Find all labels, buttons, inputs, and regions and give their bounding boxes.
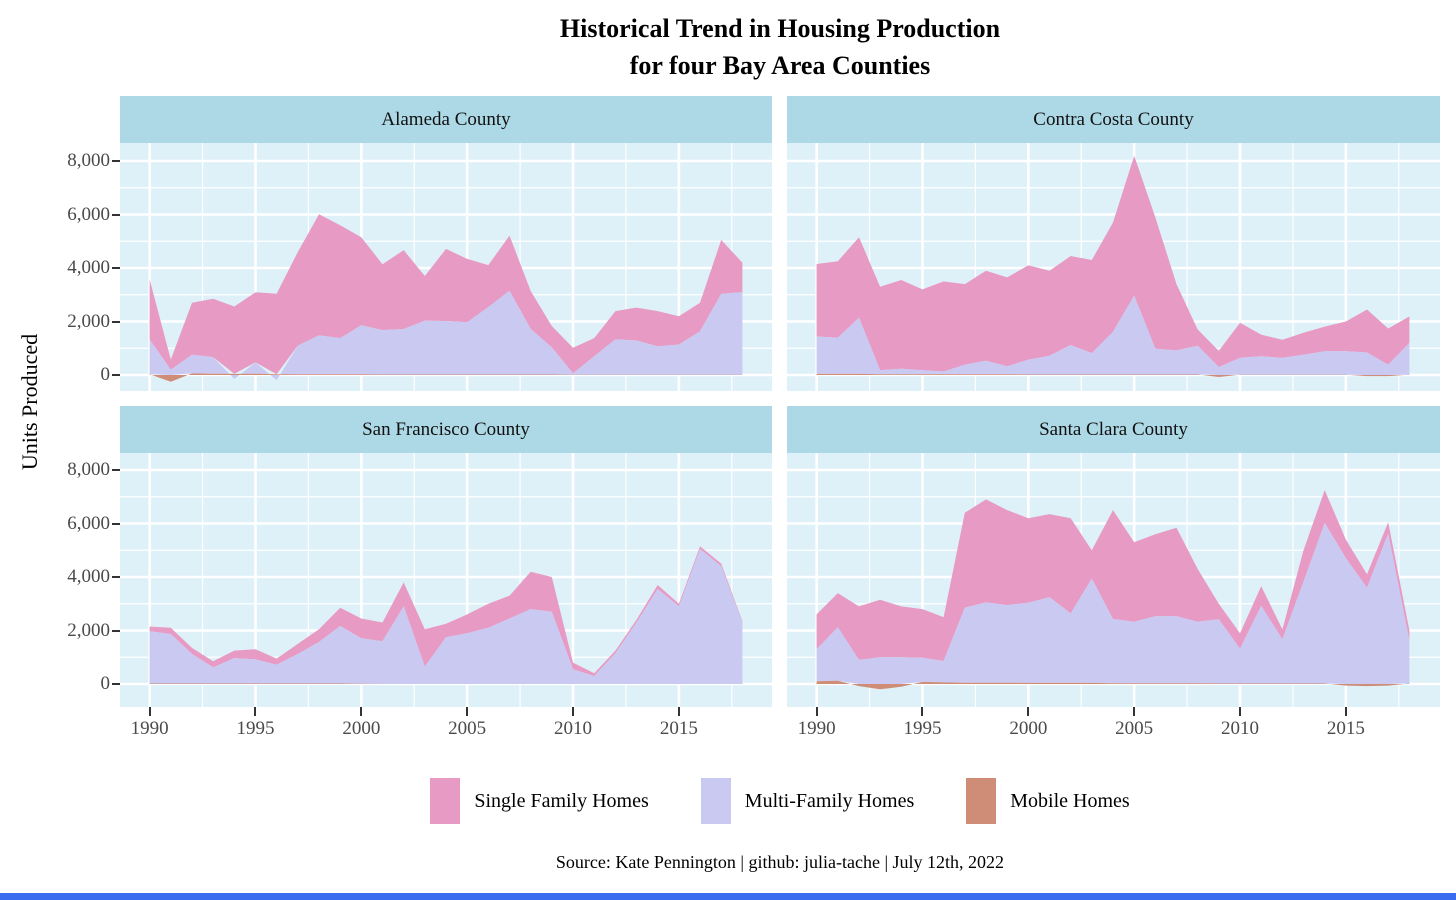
area-multi-family [149, 290, 743, 381]
facet-panel-santa-clara [787, 453, 1440, 707]
y-tick-mark [112, 160, 120, 162]
x-tick-mark [815, 707, 818, 716]
y-tick-mark [112, 469, 120, 471]
area-mobile-homes [816, 680, 1410, 690]
y-tick-mark [112, 213, 120, 216]
facet-strip-contra-costa: Contra Costa County [787, 96, 1440, 143]
x-tick-label: 2015 [1326, 718, 1365, 739]
y-tick-label: 8,000 [67, 150, 110, 171]
facet-panel-san-francisco [120, 453, 772, 707]
facet-chart-svg [120, 143, 772, 391]
area-single-family [816, 490, 1410, 661]
legend-label: Mobile Homes [1010, 789, 1130, 812]
multi-family-swatch [700, 778, 731, 824]
chart-title-line2: for four Bay Area Counties [629, 51, 931, 80]
x-tick-label: 2010 [554, 718, 592, 739]
facet-title: Contra Costa County [1033, 108, 1194, 130]
x-tick-mark [254, 707, 257, 716]
x-tick-label: 2005 [448, 718, 487, 739]
x-tick-mark [1133, 707, 1136, 716]
facet-title: Alameda County [381, 108, 511, 130]
x-tick-label: 2000 [1009, 718, 1048, 739]
x-tick-label: 2015 [659, 718, 698, 739]
x-tick-label: 2005 [1115, 718, 1154, 739]
legend-item-mobile-homes: Mobile Homes [966, 778, 1130, 824]
facet-chart-svg [787, 453, 1440, 707]
y-tick-mark [112, 683, 120, 685]
legend-label: Multi-Family Homes [744, 789, 915, 812]
single-family-swatch [430, 778, 461, 824]
chart-title: Historical Trend in Housing Production f… [120, 10, 1440, 84]
facet-strip-alameda: Alameda County [120, 96, 772, 143]
x-tick-label: 1995 [903, 718, 942, 739]
x-tick-mark [360, 707, 363, 716]
area-multi-family [816, 523, 1410, 684]
y-tick-label: 6,000 [67, 512, 110, 534]
footer-bar [0, 893, 1456, 900]
y-axis-title: Units Produced [17, 333, 42, 471]
y-tick-mark [112, 522, 120, 525]
x-tick-mark [1344, 707, 1347, 716]
x-tick-mark [1239, 707, 1241, 716]
source-caption: Source: Kate Pennington | github: julia-… [555, 852, 1005, 872]
x-tick-label: 1990 [797, 718, 836, 739]
area-single-family [149, 214, 743, 375]
chart-title-line1: Historical Trend in Housing Production [559, 14, 1001, 43]
area-multi-family [149, 548, 743, 684]
y-tick-label: 2,000 [67, 310, 110, 332]
y-tick-label: 4,000 [67, 566, 110, 587]
y-tick-label: 4,000 [67, 257, 110, 278]
x-tick-mark [677, 707, 680, 716]
y-tick-mark [112, 629, 120, 632]
area-multi-family [816, 295, 1410, 375]
y-tick-label: 0 [100, 673, 111, 694]
area-single-family [149, 546, 743, 676]
facet-strip-san-francisco: San Francisco County [120, 406, 772, 453]
facet-chart-svg [787, 143, 1440, 391]
y-tick-mark [112, 267, 120, 269]
y-tick-label: 2,000 [67, 619, 110, 641]
y-tick-mark [112, 320, 120, 323]
area-mobile-homes [149, 373, 743, 382]
x-tick-mark [466, 707, 469, 716]
y-tick-label: 8,000 [67, 459, 110, 480]
legend-item-multi-family: Multi-Family Homes [700, 778, 915, 824]
legend-item-single-family: Single Family Homes [430, 778, 649, 824]
x-tick-mark [1027, 707, 1030, 716]
facet-title: Santa Clara County [1039, 418, 1188, 440]
legend-label: Single Family Homes [474, 789, 649, 812]
facet-panel-alameda [120, 143, 772, 391]
y-tick-label: 6,000 [67, 203, 110, 225]
area-mobile-homes [149, 683, 743, 684]
facet-panel-contra-costa [787, 143, 1440, 391]
facet-title: San Francisco County [362, 418, 530, 440]
y-tick-mark [112, 374, 120, 376]
x-tick-label: 2000 [342, 718, 381, 739]
x-tick-mark [148, 707, 151, 716]
x-tick-mark [921, 707, 924, 716]
y-tick-mark [112, 576, 120, 578]
x-tick-label: 1995 [236, 718, 275, 739]
x-tick-label: 2010 [1221, 718, 1259, 739]
facet-chart-svg [120, 453, 772, 707]
x-tick-label: 1990 [130, 718, 169, 739]
legend: Single Family Homes Multi-Family Homes M… [120, 778, 1440, 824]
area-single-family [816, 155, 1410, 372]
x-tick-mark [572, 707, 574, 716]
area-mobile-homes [816, 373, 1410, 377]
mobile-homes-swatch [966, 778, 997, 824]
y-tick-label: 0 [100, 364, 111, 385]
facet-strip-santa-clara: Santa Clara County [787, 406, 1440, 453]
